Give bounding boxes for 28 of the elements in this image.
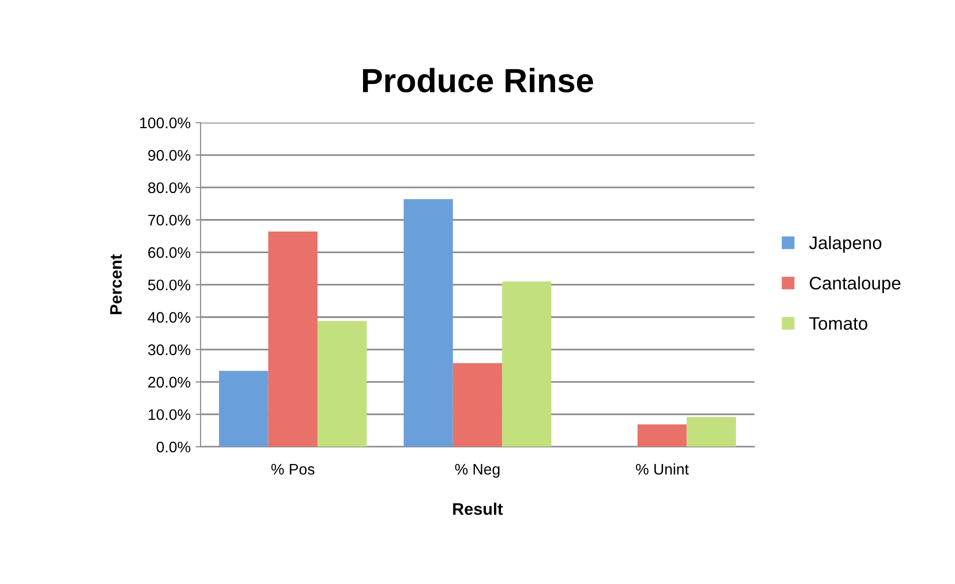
x-tick-label: % Neg [455,464,500,478]
legend-label: Jalapeno [809,236,882,253]
y-tick-label: 100.0% [140,118,190,128]
bar [686,416,736,447]
legend-label: Cantaloupe [810,276,900,294]
x-axis-title: Result [453,502,503,515]
y-tick-label: 50.0% [148,280,190,290]
bar [317,321,367,447]
bar [404,199,453,447]
y-tick-label: 70.0% [148,214,190,226]
bar [452,363,502,447]
y-tick-label: 10.0% [148,409,190,420]
y-tick-label: 80.0% [148,182,190,194]
x-tick-label: % Pos [271,464,314,475]
legend-label: Tomato [809,317,868,330]
bar [268,232,318,447]
bar [219,370,268,447]
y-tick-label: 90.0% [148,150,190,161]
y-axis-title: Percent [110,254,122,314]
x-tick-label: % Unint [636,463,689,475]
y-tick-label: 0.0% [156,442,190,452]
y-tick-label: 20.0% [148,376,190,388]
y-tick-label: 30.0% [148,344,190,356]
y-tick-label: 40.0% [148,312,190,323]
y-tick-label: 60.0% [148,247,190,258]
bar [638,424,687,447]
bar [502,281,552,447]
chart-title: Produce Rinse [363,68,594,92]
